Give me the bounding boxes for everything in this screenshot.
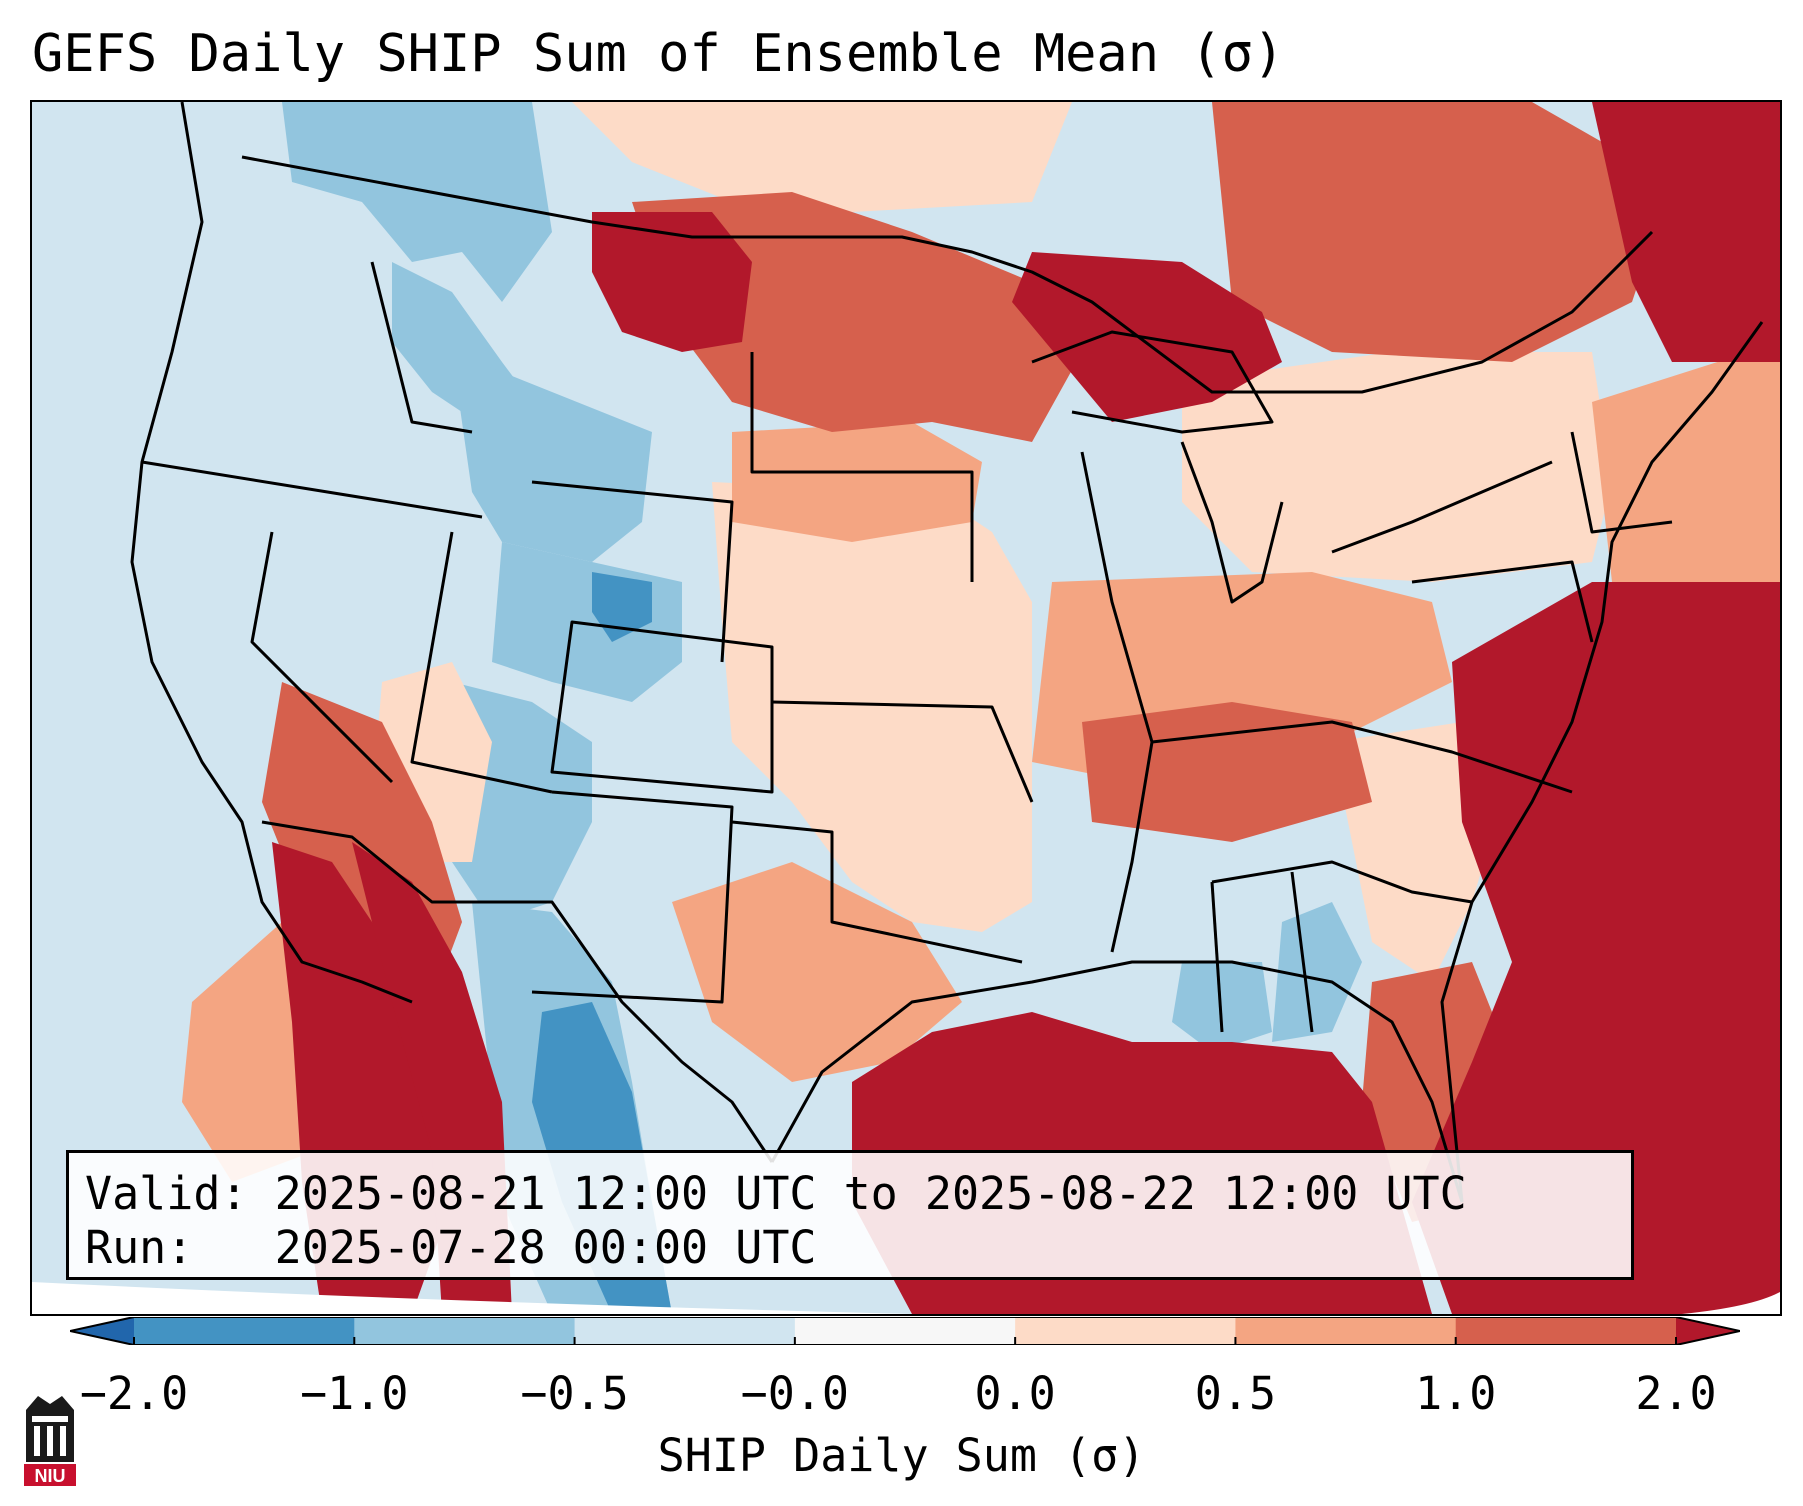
niu-logo-text: NIU: [35, 1466, 66, 1486]
us-west-coast: [130, 102, 413, 1004]
colorbar-bin: [354, 1317, 576, 1345]
state-line-utah: [410, 531, 553, 794]
niu-logo: NIU: [24, 1396, 76, 1486]
plains-weak-positive-area: [712, 482, 1032, 932]
canada-border: [241, 155, 1654, 394]
northern-border-weak-positive-area: [572, 102, 1072, 212]
quebec-strong-positive-area: [1212, 102, 1672, 362]
lake-erie-ontario-shore: [1331, 460, 1553, 554]
atlantic-moderate-positive-area: [1592, 342, 1780, 622]
atlantic-extreme-positive-area: [1412, 582, 1780, 1314]
state-line-colorado: [550, 620, 774, 794]
projection-outside-area: [32, 1282, 912, 1314]
colorbar: [70, 1317, 1740, 1345]
valid-run-info-box: Valid: 2025-08-21 12:00 UTC to 2025-08-2…: [66, 1150, 1634, 1280]
valid-label: Valid:: [85, 1167, 248, 1220]
run-value: 2025-07-28 00:00 UTC: [274, 1221, 817, 1274]
mexico-border: [261, 820, 774, 1163]
colorbar-tick-label: −2.0: [79, 1367, 189, 1420]
colorbar-bin: [1455, 1317, 1677, 1345]
colorbar-bin: [1235, 1317, 1457, 1345]
boundaries: [130, 102, 1764, 1203]
state-line-new-england: [1570, 431, 1673, 534]
wyoming-negative-area: [452, 352, 652, 562]
valid-row: Valid: 2025-08-21 12:00 UTC to 2025-08-2…: [85, 1167, 1631, 1221]
state-line-new-mexico: [531, 790, 734, 1004]
northeast-extreme-positive-area: [1592, 102, 1780, 362]
colorbar-bin: [574, 1317, 796, 1345]
colorbar-tick-label: −0.0: [740, 1367, 850, 1420]
colorbar-title: SHIP Daily Sum (σ): [657, 1429, 1146, 1482]
colorado-strong-negative-area: [592, 572, 652, 642]
colorbar-tick-label: 2.0: [1635, 1367, 1717, 1420]
run-label: Run:: [85, 1221, 194, 1274]
colorbar-tick-label: 1.0: [1415, 1367, 1497, 1420]
dakotas-moderate-positive-area: [732, 422, 982, 542]
state-line-kansas-nebraska: [771, 700, 1034, 803]
state-line-oregon-california: [141, 460, 483, 519]
great-lakes-weak-positive-area: [1182, 352, 1612, 582]
montana-extreme-positive-area: [592, 212, 752, 352]
colorbar-bin: [1015, 1317, 1236, 1345]
valid-value: 2025-08-21 12:00 UTC to 2025-08-22 12:00…: [274, 1167, 1467, 1220]
map-panel: [30, 100, 1782, 1316]
gulf-coast: [770, 960, 1464, 1203]
lake-michigan-shore: [1180, 441, 1284, 604]
tennessee-strong-positive-area: [1082, 702, 1372, 842]
state-line-georgia-florida: [1290, 871, 1314, 1033]
texas-coast-moderate-positive-area: [672, 862, 962, 1082]
state-line-nevada: [250, 531, 394, 784]
ship-anomaly-map: [32, 102, 1780, 1314]
state-line-idaho-montana: [370, 261, 473, 434]
state-line-dakotas: [750, 352, 974, 582]
colorbar-bin: [134, 1317, 355, 1345]
colorbar-tick-labels: −2.0 −1.0 −0.5 −0.0 0.0 0.5 1.0 2.0: [0, 1366, 1803, 1426]
colorbar-tick-label: 0.0: [974, 1367, 1056, 1420]
pacific-northwest-negative-area: [282, 102, 552, 302]
lake-superior-shore: [1031, 330, 1274, 434]
state-line-alabama-georgia: [1210, 881, 1224, 1033]
alabama-negative-area: [1172, 962, 1272, 1052]
georgia-negative-area: [1272, 902, 1362, 1042]
projection-outside-area-right: [1682, 1292, 1780, 1314]
colorbar-tick-label: 0.5: [1194, 1367, 1277, 1420]
colorbar-over-arrow: [1676, 1317, 1740, 1345]
state-line-pennsylvania: [1411, 560, 1594, 643]
colorbar-tick-label: −0.5: [520, 1367, 629, 1420]
state-line-ohio: [1151, 720, 1573, 794]
atlantic-coast: [1440, 321, 1764, 1203]
run-row: Run: 2025-07-28 00:00 UTC: [85, 1221, 1631, 1275]
state-line-southeast: [1211, 860, 1473, 904]
state-line-wyoming: [531, 480, 734, 663]
colorbar-bin: [794, 1317, 1016, 1345]
map-title: GEFS Daily SHIP Sum of Ensemble Mean (σ): [32, 24, 1285, 84]
southeast-weak-positive-area: [1332, 722, 1502, 982]
colorbar-under-arrow: [70, 1317, 134, 1345]
weak-positive-areas: [372, 102, 1612, 982]
colorbar-tick-label: −1.0: [300, 1367, 409, 1420]
state-line-texas-north: [731, 820, 1023, 964]
